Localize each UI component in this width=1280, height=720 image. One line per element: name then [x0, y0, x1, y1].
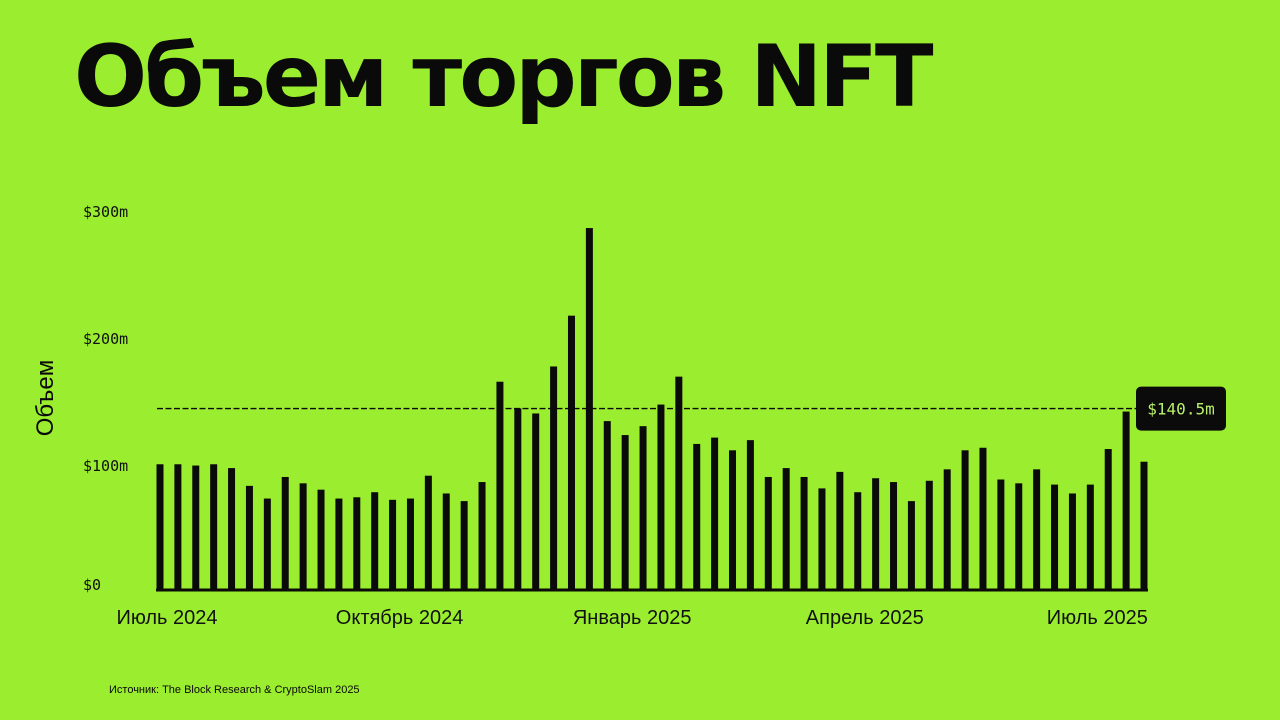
bar: [406, 498, 414, 590]
bar: [800, 476, 808, 590]
x-tick-label: Июль 2024: [116, 607, 217, 629]
reference-value-badge: [1136, 386, 1226, 431]
y-tick-label: $300m: [83, 203, 128, 221]
x-tick-label: Октябрь 2024: [336, 607, 464, 629]
bar: [1086, 484, 1094, 590]
bar: [979, 447, 987, 590]
bar: [764, 476, 772, 590]
bar: [192, 465, 200, 590]
bar: [729, 450, 737, 590]
bar: [675, 376, 683, 590]
bar: [961, 450, 969, 590]
bar: [281, 476, 289, 590]
bar: [693, 443, 701, 590]
bar: [550, 366, 558, 590]
bar: [854, 492, 862, 590]
bar: [514, 408, 522, 590]
bar: [925, 480, 933, 590]
bar-chart: $0 $100m $200m $300m $140.5m Июль 2024 Октябрь…: [83, 203, 1226, 629]
bar: [782, 468, 790, 590]
bar: [1140, 461, 1148, 590]
page-title: Объем торгов NFT: [74, 27, 934, 127]
bar: [890, 482, 898, 590]
bar: [389, 499, 397, 590]
bar: [1033, 469, 1041, 590]
source-note: Источник: The Block Research & CryptoSla…: [109, 684, 360, 696]
bar: [460, 501, 468, 590]
bar: [1122, 411, 1130, 590]
bar: [156, 464, 164, 590]
reference-value-label: $140.5m: [1147, 400, 1214, 419]
bar: [317, 489, 325, 590]
bar: [174, 464, 182, 590]
bar: [603, 421, 611, 590]
bar: [228, 468, 236, 590]
y-tick-label: $200m: [83, 330, 128, 348]
bar: [639, 426, 647, 590]
bar: [943, 469, 951, 590]
bar: [210, 464, 218, 590]
x-tick-label: Июль 2025: [1047, 607, 1148, 629]
y-tick-label: $100m: [83, 457, 128, 475]
bar: [478, 482, 486, 590]
bar: [1051, 484, 1059, 590]
bar: [1015, 483, 1023, 590]
x-tick-label: Апрель 2025: [806, 607, 924, 629]
y-tick-label: $0: [83, 576, 101, 594]
bar: [585, 228, 593, 591]
bar: [657, 404, 665, 590]
bar: [353, 497, 361, 590]
bar: [907, 501, 915, 590]
bar: [711, 437, 719, 590]
bar: [836, 471, 844, 590]
bar: [371, 492, 379, 590]
bar: [263, 498, 271, 590]
bar: [299, 483, 307, 590]
bar: [496, 381, 504, 590]
bar: [818, 488, 826, 590]
bar: [997, 479, 1005, 590]
bar: [621, 435, 629, 590]
bar: [746, 440, 754, 590]
bar: [424, 475, 432, 590]
bar: [532, 413, 540, 590]
bar: [442, 493, 450, 590]
x-tick-label: Январь 2025: [573, 607, 692, 629]
bar: [1104, 449, 1112, 590]
bar: [872, 478, 880, 590]
bar: [245, 485, 253, 590]
bar: [335, 498, 343, 590]
bar: [1068, 493, 1076, 590]
bar: [567, 315, 575, 590]
